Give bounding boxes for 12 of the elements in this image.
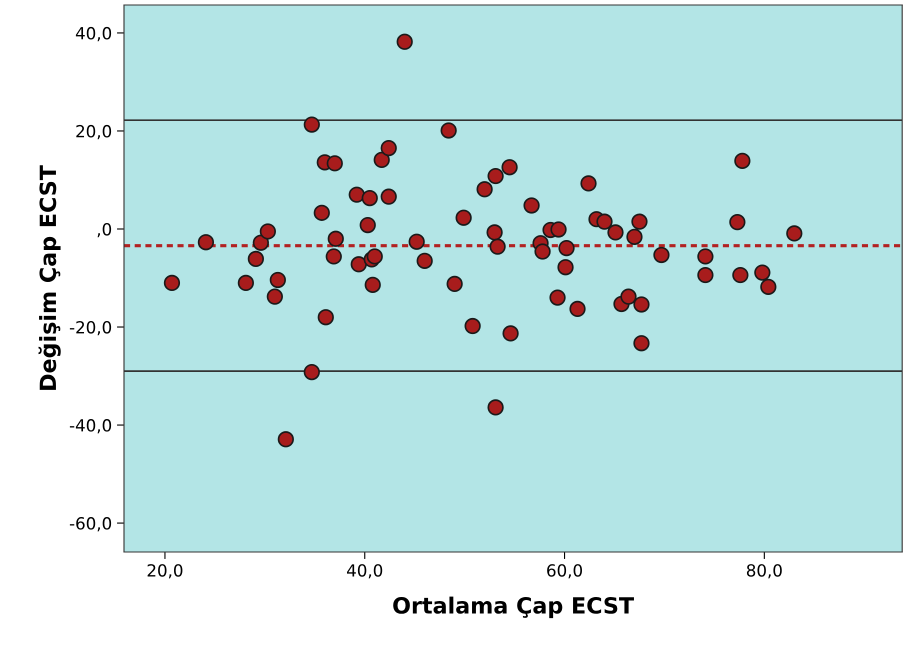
y-tick-label: 20,0: [76, 124, 112, 140]
x-tick-label: 40,0: [347, 564, 382, 578]
y-tick-label: -40,0: [70, 419, 112, 434]
y-axis-title: Değişim Çap ECST: [38, 165, 61, 390]
x-tick-label: 80,0: [746, 564, 782, 578]
y-tick-label: ,0: [98, 222, 112, 238]
x-tick-label: 60,0: [547, 564, 582, 578]
x-axis-title: Ortalama Çap ECST: [393, 596, 634, 618]
y-tick-label: -60,0: [70, 517, 112, 532]
y-tick-label: 40,0: [76, 26, 112, 42]
y-tick-label: -20,0: [70, 320, 112, 336]
x-tick-label: 20,0: [148, 564, 182, 578]
